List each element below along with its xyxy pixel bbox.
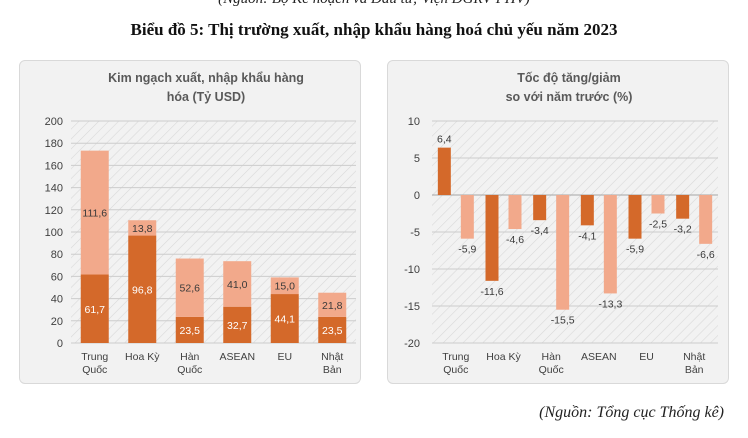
x-tick-label: Hàn — [180, 351, 199, 363]
data-label: -5,9 — [458, 244, 476, 256]
data-label: 111,6 — [82, 208, 107, 220]
y-tick-label: 20 — [51, 316, 63, 328]
y-tick-label: 0 — [414, 190, 420, 202]
data-label: 15,0 — [275, 281, 296, 293]
bar-export-growth — [485, 195, 499, 281]
y-tick-label: 120 — [45, 205, 63, 217]
x-tick-label: ASEAN — [219, 351, 255, 363]
y-tick-label: -5 — [410, 227, 420, 239]
y-tick-label: 40 — [51, 294, 63, 306]
data-label: -4,6 — [506, 234, 524, 246]
stacked-bar-chart: 0 20 40 60 80 100 120 140 160 180 200 Kim ngạch xuấ… — [45, 71, 356, 376]
x-tick-label: Nhật — [321, 351, 343, 363]
x-tick-label: Hoa Kỳ — [486, 351, 521, 363]
page-title: Biểu đồ 5: Thị trường xuất, nhập khẩu hà… — [130, 20, 618, 39]
x-tick-label: Quốc — [539, 364, 564, 376]
bar-import — [80, 150, 109, 275]
data-label: 61,7 — [85, 304, 106, 316]
chart-panel-left: 0 20 40 60 80 100 120 140 160 180 200 Kim ngạch xuấ… — [19, 60, 361, 384]
x-tick-label: Hàn — [542, 351, 561, 363]
bar-export — [80, 274, 109, 343]
bar-import-growth — [460, 195, 474, 239]
header-top-line: (Nguồn: Bộ Kế hoạch và Đầu tư; Viện DGRV… — [0, 0, 748, 8]
y-tick-label: -15 — [404, 301, 420, 313]
y-tick-label: 160 — [45, 160, 63, 172]
bar-export — [223, 306, 252, 343]
x-tick-label: Quốc — [82, 364, 107, 376]
data-label: 21,8 — [322, 300, 343, 312]
chart-title: Kim ngạch xuất, nhập khẩu hàng — [108, 71, 304, 85]
data-label: 13,8 — [132, 223, 153, 235]
bar-import — [175, 258, 204, 317]
data-label: -3,4 — [531, 225, 549, 237]
data-label: -5,9 — [626, 244, 644, 256]
x-tick-label: EU — [277, 351, 292, 363]
data-label: 23,5 — [322, 325, 343, 337]
data-label: -6,6 — [697, 249, 715, 261]
x-tick-label: Quốc — [443, 364, 468, 376]
bar-export-growth — [533, 195, 547, 221]
x-tick-label: Trung — [81, 351, 108, 363]
x-tick-label: Bản — [323, 364, 342, 376]
chart-title: Tốc độ tăng/giảm — [517, 71, 620, 85]
data-label: -15,5 — [551, 315, 575, 327]
bar-export-growth — [676, 195, 690, 219]
bar-export — [128, 235, 157, 343]
data-label: -3,2 — [674, 224, 692, 236]
bar-export — [318, 316, 347, 343]
data-label: -4,1 — [578, 230, 596, 242]
chart-title: hóa (Tỷ USD) — [167, 90, 245, 104]
grouped-bar-chart: -20 -15 -10 -5 0 5 10 Tốc độ tăng/giảm so với nă… — [404, 71, 718, 376]
data-label: 32,7 — [227, 320, 248, 332]
y-tick-label: 10 — [408, 116, 420, 128]
x-tick-label: ASEAN — [581, 351, 617, 363]
data-label: 23,5 — [180, 325, 201, 337]
y-tick-label: 140 — [45, 183, 63, 195]
bar-import — [270, 277, 299, 295]
x-tick-label: Nhật — [683, 351, 705, 363]
y-tick-label: -20 — [404, 338, 420, 350]
y-tick-label: 60 — [51, 271, 63, 283]
y-tick-label: 80 — [51, 249, 63, 261]
y-tick-label: 200 — [45, 116, 63, 128]
chart-panel-right: -20 -15 -10 -5 0 5 10 Tốc độ tăng/giảm so với nă… — [387, 60, 729, 384]
data-label: 6,4 — [437, 134, 452, 146]
bar-import-growth — [603, 195, 617, 294]
data-label: 52,6 — [180, 283, 201, 295]
bar-import-growth — [508, 195, 522, 230]
bar-import-growth — [699, 195, 713, 244]
x-tick-label: EU — [639, 351, 654, 363]
bar-export — [270, 294, 299, 343]
bar-export-growth — [580, 195, 594, 226]
y-tick-label: 0 — [57, 338, 63, 350]
data-label: -11,6 — [480, 286, 503, 298]
data-label: 96,8 — [132, 284, 153, 296]
y-tick-label: 100 — [45, 227, 63, 239]
y-tick-label: -10 — [404, 264, 420, 276]
data-label: 41,0 — [227, 279, 248, 291]
bar-export-growth — [437, 147, 451, 195]
bar-export — [175, 316, 204, 343]
chart-title: so với năm trước (%) — [506, 90, 633, 104]
bar-export-growth — [628, 195, 642, 239]
bar-import — [223, 261, 252, 307]
bar-import — [128, 220, 157, 236]
data-label: 44,1 — [275, 314, 296, 326]
data-label: -2,5 — [649, 219, 667, 231]
bar-import-growth — [651, 195, 665, 214]
x-tick-label: Bản — [685, 364, 704, 376]
data-label: -13,3 — [598, 298, 622, 310]
x-tick-label: Quốc — [177, 364, 202, 376]
x-tick-label: Trung — [442, 351, 469, 363]
y-tick-label: 180 — [45, 138, 63, 150]
y-tick-label: 5 — [414, 153, 420, 165]
source-note: (Nguồn: Tổng cục Thống kê) — [539, 404, 724, 421]
bar-import-growth — [556, 195, 570, 310]
bar-import — [318, 292, 347, 317]
x-tick-label: Hoa Kỳ — [125, 351, 160, 363]
